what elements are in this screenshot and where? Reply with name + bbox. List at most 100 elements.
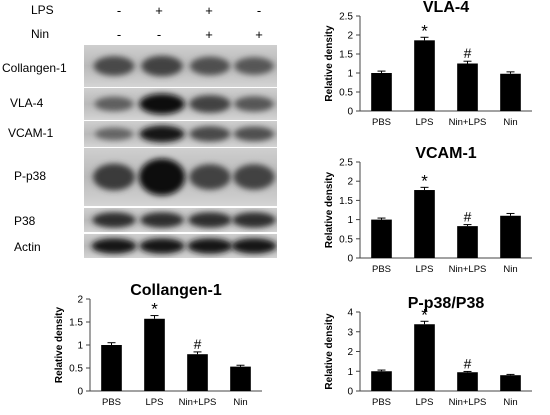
blot-band [234,57,274,75]
bar [457,63,478,111]
nin-sign-1: - [116,27,122,42]
blot-band [94,96,134,112]
chart-title: VLA-4 [423,0,469,16]
blot-p-p38 [84,148,277,206]
blot-band [231,238,277,254]
blot-band [141,55,183,77]
blot-band [92,212,136,228]
bar [457,226,478,258]
y-tick-label: 0 [347,107,353,118]
chart-title: P-p38/P38 [408,295,485,312]
blot-band [91,238,137,254]
blot-label-vcam1: VCAM-1 [8,126,54,140]
blot-band [232,212,276,228]
x-tick-label: PBS [102,397,121,408]
blot-band [189,126,231,142]
lps-sign-1: - [116,3,122,18]
blot-band [139,93,185,115]
y-tick-label: 0.5 [69,364,83,375]
y-tick-label: 1 [347,367,353,378]
y-tick-label: 2 [347,31,353,42]
x-tick-label: LPS [146,397,164,408]
y-tick-label: 1 [347,69,353,80]
blot-band [140,212,184,228]
nin-sign-3: + [205,27,213,42]
bar [500,215,521,258]
bar [371,219,392,258]
blot-band [139,125,185,143]
bar [500,73,521,111]
blot-label-p38: P38 [14,214,36,228]
y-axis-label: Relative density [324,313,335,390]
x-tick-label: PBS [372,397,391,408]
treatment-label-nin: Nin [31,27,50,41]
bar [414,40,435,111]
y-tick-label: 1.5 [339,50,353,61]
significance-hash: # [464,209,472,225]
y-tick-label: 2 [77,295,83,306]
x-tick-label: Nin [233,397,247,408]
x-tick-label: Nin [503,397,517,408]
blot-band [139,158,185,196]
bar [144,318,165,391]
chart-vcam1: VCAM-1 Relative density 0 0.5 1 1.5 2 2.5 PBS LPS… [324,145,532,275]
x-tick-label: PBS [372,264,391,275]
blot-p38 [84,208,277,232]
significance-asterisk: * [421,305,428,324]
blot-vcam1 [84,121,277,147]
blot-band [188,212,232,228]
significance-asterisk: * [421,171,428,190]
y-tick-label: 0 [77,387,83,398]
blot-band [190,56,230,76]
y-tick-label: 0.5 [339,88,353,99]
blot-band [93,163,135,191]
chart-vla4: VLA-4 Relative density 0 0.5 1 1.5 2 2.5 PBS LPS *… [324,0,532,128]
y-axis-label: Relative density [324,171,335,248]
x-tick-label: LPS [416,264,434,275]
bar [371,371,392,391]
blot-band [94,127,134,141]
significance-hash: # [464,355,472,371]
blot-label-p-p38: P-p38 [14,169,47,183]
y-tick-label: 2.5 [339,12,353,23]
significance-hash: # [194,336,202,352]
chart-p-p38-p38: P-p38/P38 Relative density 0 1 2 3 4 PBS LPS * Nin… [324,295,532,408]
chart-collangen1: Collangen-1 Relative density 0 0.5 1 1.5 2 PBS L… [54,282,262,408]
y-tick-label: 1 [77,341,83,352]
lps-sign-4: - [256,3,262,18]
y-tick-label: 2 [347,347,353,358]
bar [457,372,478,391]
x-tick-label: Nin+LPS [179,397,217,408]
bar [101,345,122,391]
y-tick-label: 3 [347,327,353,338]
blot-band [93,56,135,76]
x-tick-label: PBS [372,117,391,128]
blot-band [187,238,233,254]
nin-sign-2: - [156,27,162,42]
y-tick-label: 0 [347,254,353,265]
y-tick-label: 1 [347,215,353,226]
significance-asterisk: * [421,21,428,40]
bar [500,375,521,391]
y-tick-label: 0 [347,387,353,398]
significance-hash: # [464,45,472,61]
blot-vla4 [84,88,277,120]
x-tick-label: Nin+LPS [449,264,487,275]
y-axis-label: Relative density [54,306,65,383]
bar [230,366,251,391]
blot-band [234,96,274,112]
y-tick-label: 0.5 [339,234,353,245]
nin-sign-4: + [255,27,263,42]
blot-band [233,164,275,190]
blot-label-actin: Actin [14,240,41,254]
y-tick-label: 2.5 [339,158,353,169]
x-tick-label: Nin+LPS [449,397,487,408]
y-tick-label: 1.5 [339,196,353,207]
lps-sign-3: + [205,3,213,18]
blot-band [234,126,274,142]
blot-label-vla4: VLA-4 [10,96,44,110]
bar [414,190,435,258]
blot-label-collangen: Collangen-1 [2,61,67,75]
treatment-label-lps: LPS [31,3,54,17]
blot-band [139,238,185,254]
